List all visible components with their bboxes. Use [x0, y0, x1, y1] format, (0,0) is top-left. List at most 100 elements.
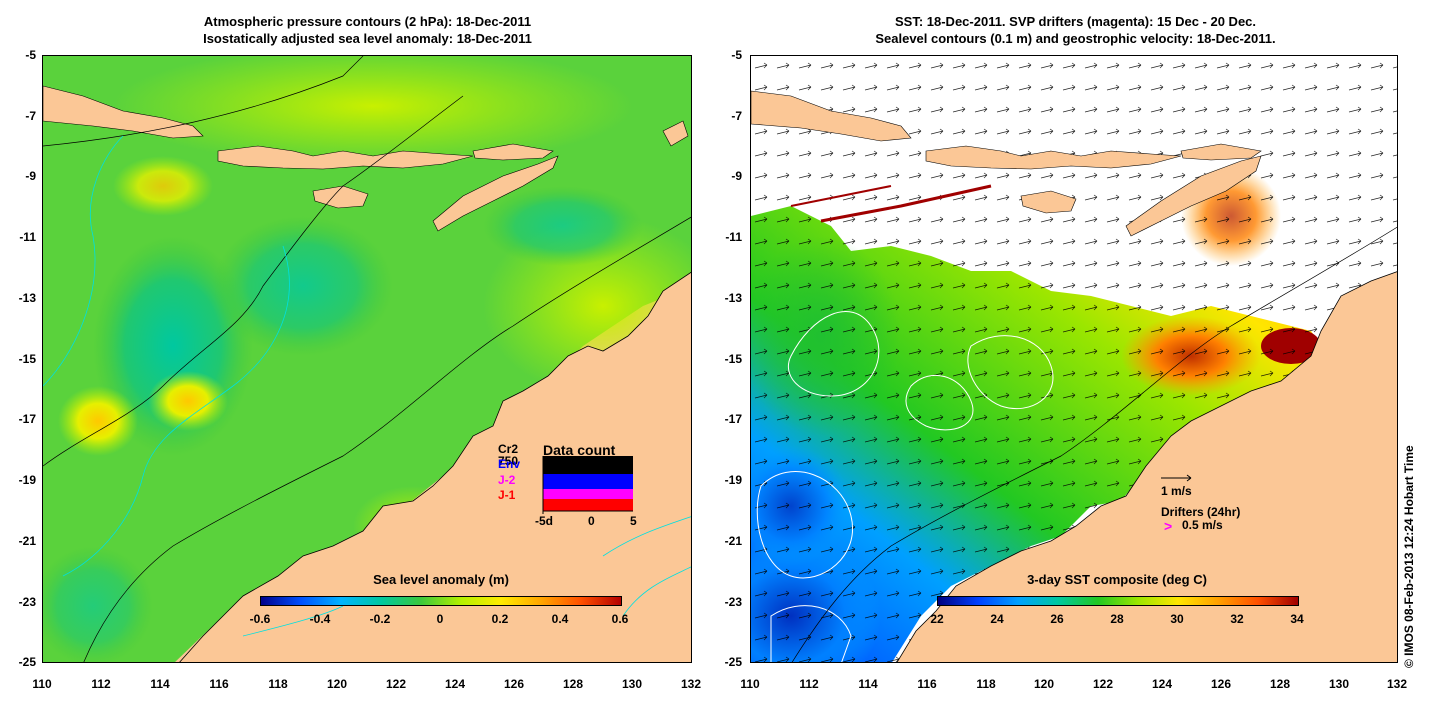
- data-count-axis-min: -5d: [535, 514, 553, 528]
- left-x-tick: 110: [32, 677, 52, 691]
- left-x-tick: 118: [268, 677, 288, 691]
- bar-magenta: [543, 489, 633, 499]
- left-y-tick: -11: [19, 230, 36, 244]
- sealevel-contour-5: [967, 335, 1054, 410]
- cyan-contour-5: [242, 605, 344, 637]
- legend-env: Env: [498, 457, 521, 471]
- right-title-line1: SST: 18-Dec-2011. SVP drifters (magenta)…: [894, 14, 1257, 29]
- sealevel-contour-2: [905, 374, 974, 431]
- pressure-contour-1: [43, 56, 364, 147]
- cyan-contour-4: [622, 566, 691, 617]
- imos-credit: © IMOS 08-Feb-2013 12:24 Hobart Time: [1402, 445, 1416, 668]
- flores-island-r: [1180, 143, 1262, 161]
- right-y-tick: -23: [724, 595, 742, 609]
- left-y-tick: -7: [25, 109, 36, 123]
- drifter-track-2: [820, 184, 992, 223]
- right-y-tick: -17: [724, 412, 742, 426]
- left-x-tick: 128: [562, 677, 584, 691]
- data-count-title: Data count: [543, 442, 616, 458]
- sla-high-1: [148, 371, 228, 431]
- bathymetry-contour-r: [791, 226, 1397, 662]
- sst-tick-1: 24: [990, 612, 1004, 626]
- right-title-line2: Sealevel contours (0.1 m) and geostrophi…: [875, 31, 1276, 46]
- right-map[interactable]: 1 m/s Drifters (24hr) > 0.5 m/s 3-day SS…: [750, 55, 1398, 663]
- left-y-tick: -23: [18, 595, 36, 609]
- legend-cr2: Cr2: [498, 442, 519, 456]
- left-map[interactable]: Data count 750 Cr2 Env J-2 J-1 -5d 0 5 S…: [42, 55, 692, 663]
- legend-j1: J-1: [498, 488, 516, 502]
- sst-tick-3: 28: [1110, 612, 1124, 626]
- left-y-tick: -13: [18, 291, 36, 305]
- sst-tick-0: 22: [930, 612, 944, 626]
- data-count-inset: [542, 456, 633, 514]
- cyan-contour-2: [62, 245, 290, 577]
- sst-colorbar-title: 3-day SST composite (deg C): [1027, 572, 1207, 587]
- left-y-tick: -19: [18, 473, 36, 487]
- data-count-bar-value: 750: [498, 454, 519, 468]
- left-y-tick: -5: [25, 48, 36, 62]
- java-island: [43, 85, 204, 139]
- cyan-contour-1: [43, 135, 124, 387]
- right-y-tick: -11: [725, 230, 742, 244]
- sst-tick-5: 32: [1230, 612, 1244, 626]
- right-map-svg: [751, 56, 1397, 662]
- right-y-tick: -5: [731, 48, 742, 62]
- sst-colorbar: [937, 596, 1299, 606]
- right-x-tick: 122: [1092, 677, 1114, 691]
- bathymetry-contour-1: [43, 95, 464, 467]
- left-map-svg: [43, 56, 691, 662]
- right-title: SST: 18-Dec-2011. SVP drifters (magenta)…: [748, 13, 1403, 47]
- left-title-line2: Isostatically adjusted sea level anomaly…: [203, 31, 532, 46]
- right-x-tick: 112: [799, 677, 819, 691]
- timor-island: [432, 155, 559, 232]
- left-x-tick: 130: [621, 677, 643, 691]
- right-y-tick: -7: [731, 109, 742, 123]
- left-x-tick: 132: [680, 677, 702, 691]
- sla-low-east: [483, 186, 643, 266]
- bali-lombok-islands-r: [925, 145, 1182, 170]
- right-x-tick: 124: [1151, 677, 1173, 691]
- sla-low-center: [213, 216, 393, 356]
- drifter-track-1: [790, 185, 892, 207]
- right-x-tick: 130: [1328, 677, 1350, 691]
- cyan-contour-3: [602, 516, 691, 557]
- australia-land-r: [896, 271, 1397, 662]
- drifters-legend-symbol: >: [1164, 518, 1173, 534]
- sla-high-north: [113, 56, 633, 166]
- left-x-tick: 116: [209, 677, 229, 691]
- drifters-legend-value: 0.5 m/s: [1182, 518, 1223, 532]
- sla-tick-2: -0.2: [369, 612, 391, 626]
- sla-tick-4: 0.2: [491, 612, 509, 626]
- sla-tick-5: 0.4: [551, 612, 569, 626]
- left-y-tick: -17: [18, 412, 36, 426]
- right-y-tick: -15: [724, 352, 742, 366]
- velocity-legend-arrow: [1161, 474, 1192, 482]
- left-title: Atmospheric pressure contours (2 hPa): 1…: [40, 13, 695, 47]
- right-x-tick: 110: [740, 677, 760, 691]
- left-y-tick: -21: [18, 534, 36, 548]
- right-y-tick: -13: [724, 291, 742, 305]
- right-x-tick: 128: [1269, 677, 1291, 691]
- left-title-line1: Atmospheric pressure contours (2 hPa): 1…: [203, 14, 532, 29]
- data-count-axis-max: 5: [630, 514, 637, 528]
- sla-high-3: [113, 156, 213, 216]
- sst-tick-2: 26: [1050, 612, 1064, 626]
- sla-high-2: [58, 386, 138, 456]
- sealevel-contour-1: [788, 311, 880, 397]
- data-count-axis-zero: 0: [588, 514, 595, 528]
- sealevel-contour-3: [756, 471, 853, 579]
- sla-tick-6: 0.6: [611, 612, 629, 626]
- left-y-tick: -15: [18, 352, 36, 366]
- sla-tick-0: -0.6: [249, 612, 271, 626]
- sumba-island-r: [1020, 190, 1077, 214]
- right-x-tick: 114: [858, 677, 878, 691]
- right-x-tick: 116: [917, 677, 937, 691]
- sst-tick-6: 34: [1290, 612, 1304, 626]
- sla-low-sw: [43, 546, 153, 662]
- bali-lombok-islands: [217, 145, 474, 170]
- legend-j2: J-2: [498, 473, 516, 487]
- sla-colorbar: [260, 596, 622, 606]
- left-x-tick: 124: [444, 677, 466, 691]
- tanimbar-island: [662, 120, 689, 147]
- sealevel-contour-4: [770, 605, 852, 662]
